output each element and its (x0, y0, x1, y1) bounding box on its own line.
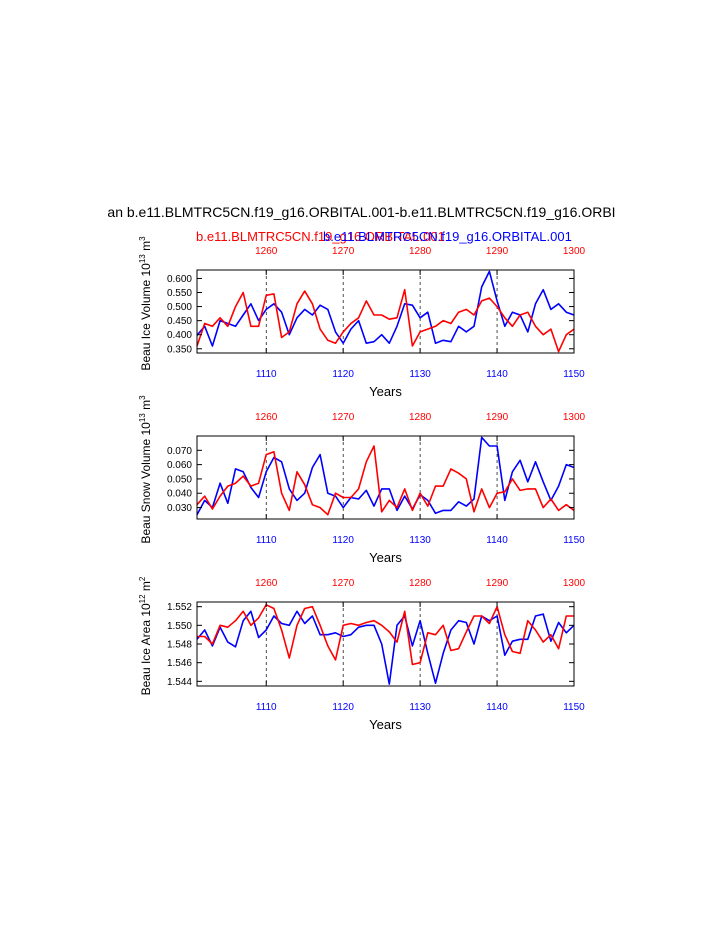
x-tick-label-bottom: 1110 (256, 369, 277, 380)
y-axis-label: Beau Ice Area 1012 m2 (138, 576, 153, 695)
x-tick-label-top: 1270 (332, 246, 355, 257)
x-tick-label-bottom: 1120 (332, 535, 354, 546)
x-tick-label-top: 1280 (409, 412, 432, 423)
x-tick-label-top: 1260 (255, 246, 278, 257)
y-tick-label: 1.550 (167, 621, 192, 632)
x-axis-label: Years (369, 550, 402, 565)
y-axis-label: Beau Ice Volume 1013 m3 (138, 236, 153, 371)
x-tick-label-bottom: 1150 (563, 535, 585, 546)
y-tick-label: 0.030 (167, 503, 192, 514)
x-tick-label-top: 1260 (255, 412, 278, 423)
x-tick-label-top: 1280 (409, 246, 432, 257)
x-tick-label-top: 1300 (563, 412, 586, 423)
x-tick-label-bottom: 1150 (563, 369, 585, 380)
y-tick-label: 0.070 (167, 446, 192, 457)
chart-panel-1: 0.350 0.400 0.450 0.500 0.550 0.600 1110 1120 11… (138, 236, 586, 399)
plot-frame (196, 435, 575, 520)
y-tick-label: 0.450 (167, 316, 192, 327)
x-axis-label: Years (369, 717, 402, 732)
y-tick-label: 0.500 (167, 302, 192, 313)
y-tick-label: 1.546 (167, 658, 192, 669)
x-tick-label-top: 1290 (486, 412, 509, 423)
x-tick-label-top: 1300 (563, 246, 586, 257)
y-axis-label: Beau Snow Volume 1013 m3 (138, 395, 153, 544)
plot-frame (196, 269, 575, 354)
y-tick-label: 0.060 (167, 460, 192, 471)
x-tick-label-bottom: 1140 (486, 535, 508, 546)
x-tick-label-bottom: 1110 (256, 702, 277, 713)
y-tick-label: 0.400 (167, 330, 192, 341)
series-line-red (196, 445, 575, 516)
series-line-blue (196, 436, 575, 516)
y-tick-label: 0.350 (167, 344, 192, 355)
series-line-red (196, 288, 575, 353)
x-tick-label-bottom: 1130 (409, 369, 431, 380)
subtitle-blue: b.e11.BLMTRC5CN.f19_g16.ORBITAL.001 (323, 229, 572, 244)
series-line-blue (196, 610, 575, 685)
x-tick-label-bottom: 1110 (256, 535, 277, 546)
y-tick-label: 0.550 (167, 288, 192, 299)
x-tick-label-top: 1300 (563, 578, 586, 589)
x-tick-label-bottom: 1130 (409, 702, 431, 713)
x-tick-label-top: 1270 (332, 578, 355, 589)
subtitle-red: b.e11.BLMTRC5CN.f19_g16.ORBITAL.001 (196, 229, 445, 244)
x-tick-label-top: 1280 (409, 578, 432, 589)
y-tick-label: 0.050 (167, 474, 192, 485)
x-tick-label-top: 1270 (332, 412, 355, 423)
x-tick-label-bottom: 1140 (486, 369, 508, 380)
series-line-red (197, 603, 574, 666)
plot-frame (196, 601, 575, 687)
y-tick-label: 1.548 (167, 640, 192, 651)
series-line-blue (196, 270, 575, 347)
figure-title: an b.e11.BLMTRC5CN.f19_g16.ORBITAL.001-b… (107, 204, 616, 220)
y-tick-label: 1.544 (167, 677, 192, 688)
y-tick-label: 0.600 (167, 274, 192, 285)
x-tick-label-top: 1290 (486, 578, 509, 589)
y-tick-label: 0.040 (167, 489, 192, 500)
chart-panel-2: 0.030 0.040 0.050 0.060 0.070 1110 1120 1130 114… (138, 395, 586, 565)
x-tick-label-top: 1290 (486, 246, 509, 257)
chart-panel-3: 1.544 1.546 1.548 1.550 1.552 1110 1120 1130 114… (138, 576, 586, 732)
x-tick-label-bottom: 1140 (486, 702, 508, 713)
x-tick-label-bottom: 1120 (332, 702, 354, 713)
x-tick-label-bottom: 1130 (409, 535, 431, 546)
y-tick-label: 1.552 (167, 602, 192, 613)
x-tick-label-bottom: 1150 (563, 702, 585, 713)
x-tick-label-bottom: 1120 (332, 369, 354, 380)
x-axis-label: Years (369, 384, 402, 399)
x-tick-label-top: 1260 (255, 578, 278, 589)
